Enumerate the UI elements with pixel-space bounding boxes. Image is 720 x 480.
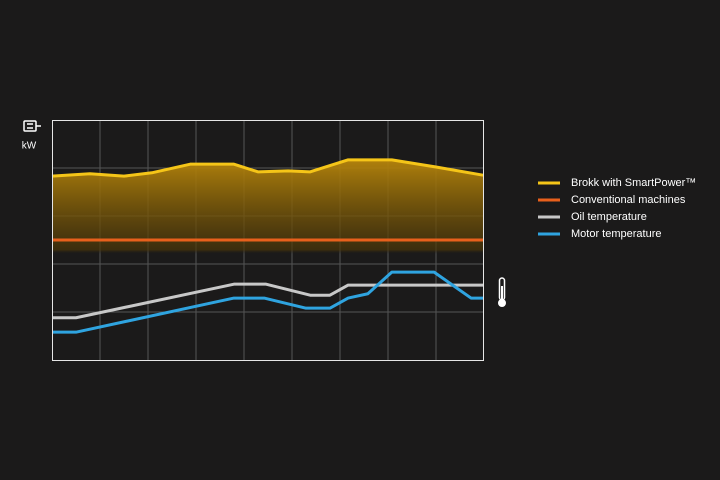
legend-label: Oil temperature [571,211,647,223]
plot-border [52,120,484,361]
area [52,159,484,360]
y-axis-label: kW [22,141,37,152]
thermometer-icon [498,277,506,307]
motor-icon [23,120,41,132]
legend-label: Conventional machines [571,194,686,206]
series-line [52,270,484,334]
legend-label: Motor temperature [571,228,661,240]
plot-area [51,120,484,360]
legend-label: Brokk with SmartPower™ [571,177,696,189]
series-line [52,282,484,320]
series-line [51,158,484,178]
